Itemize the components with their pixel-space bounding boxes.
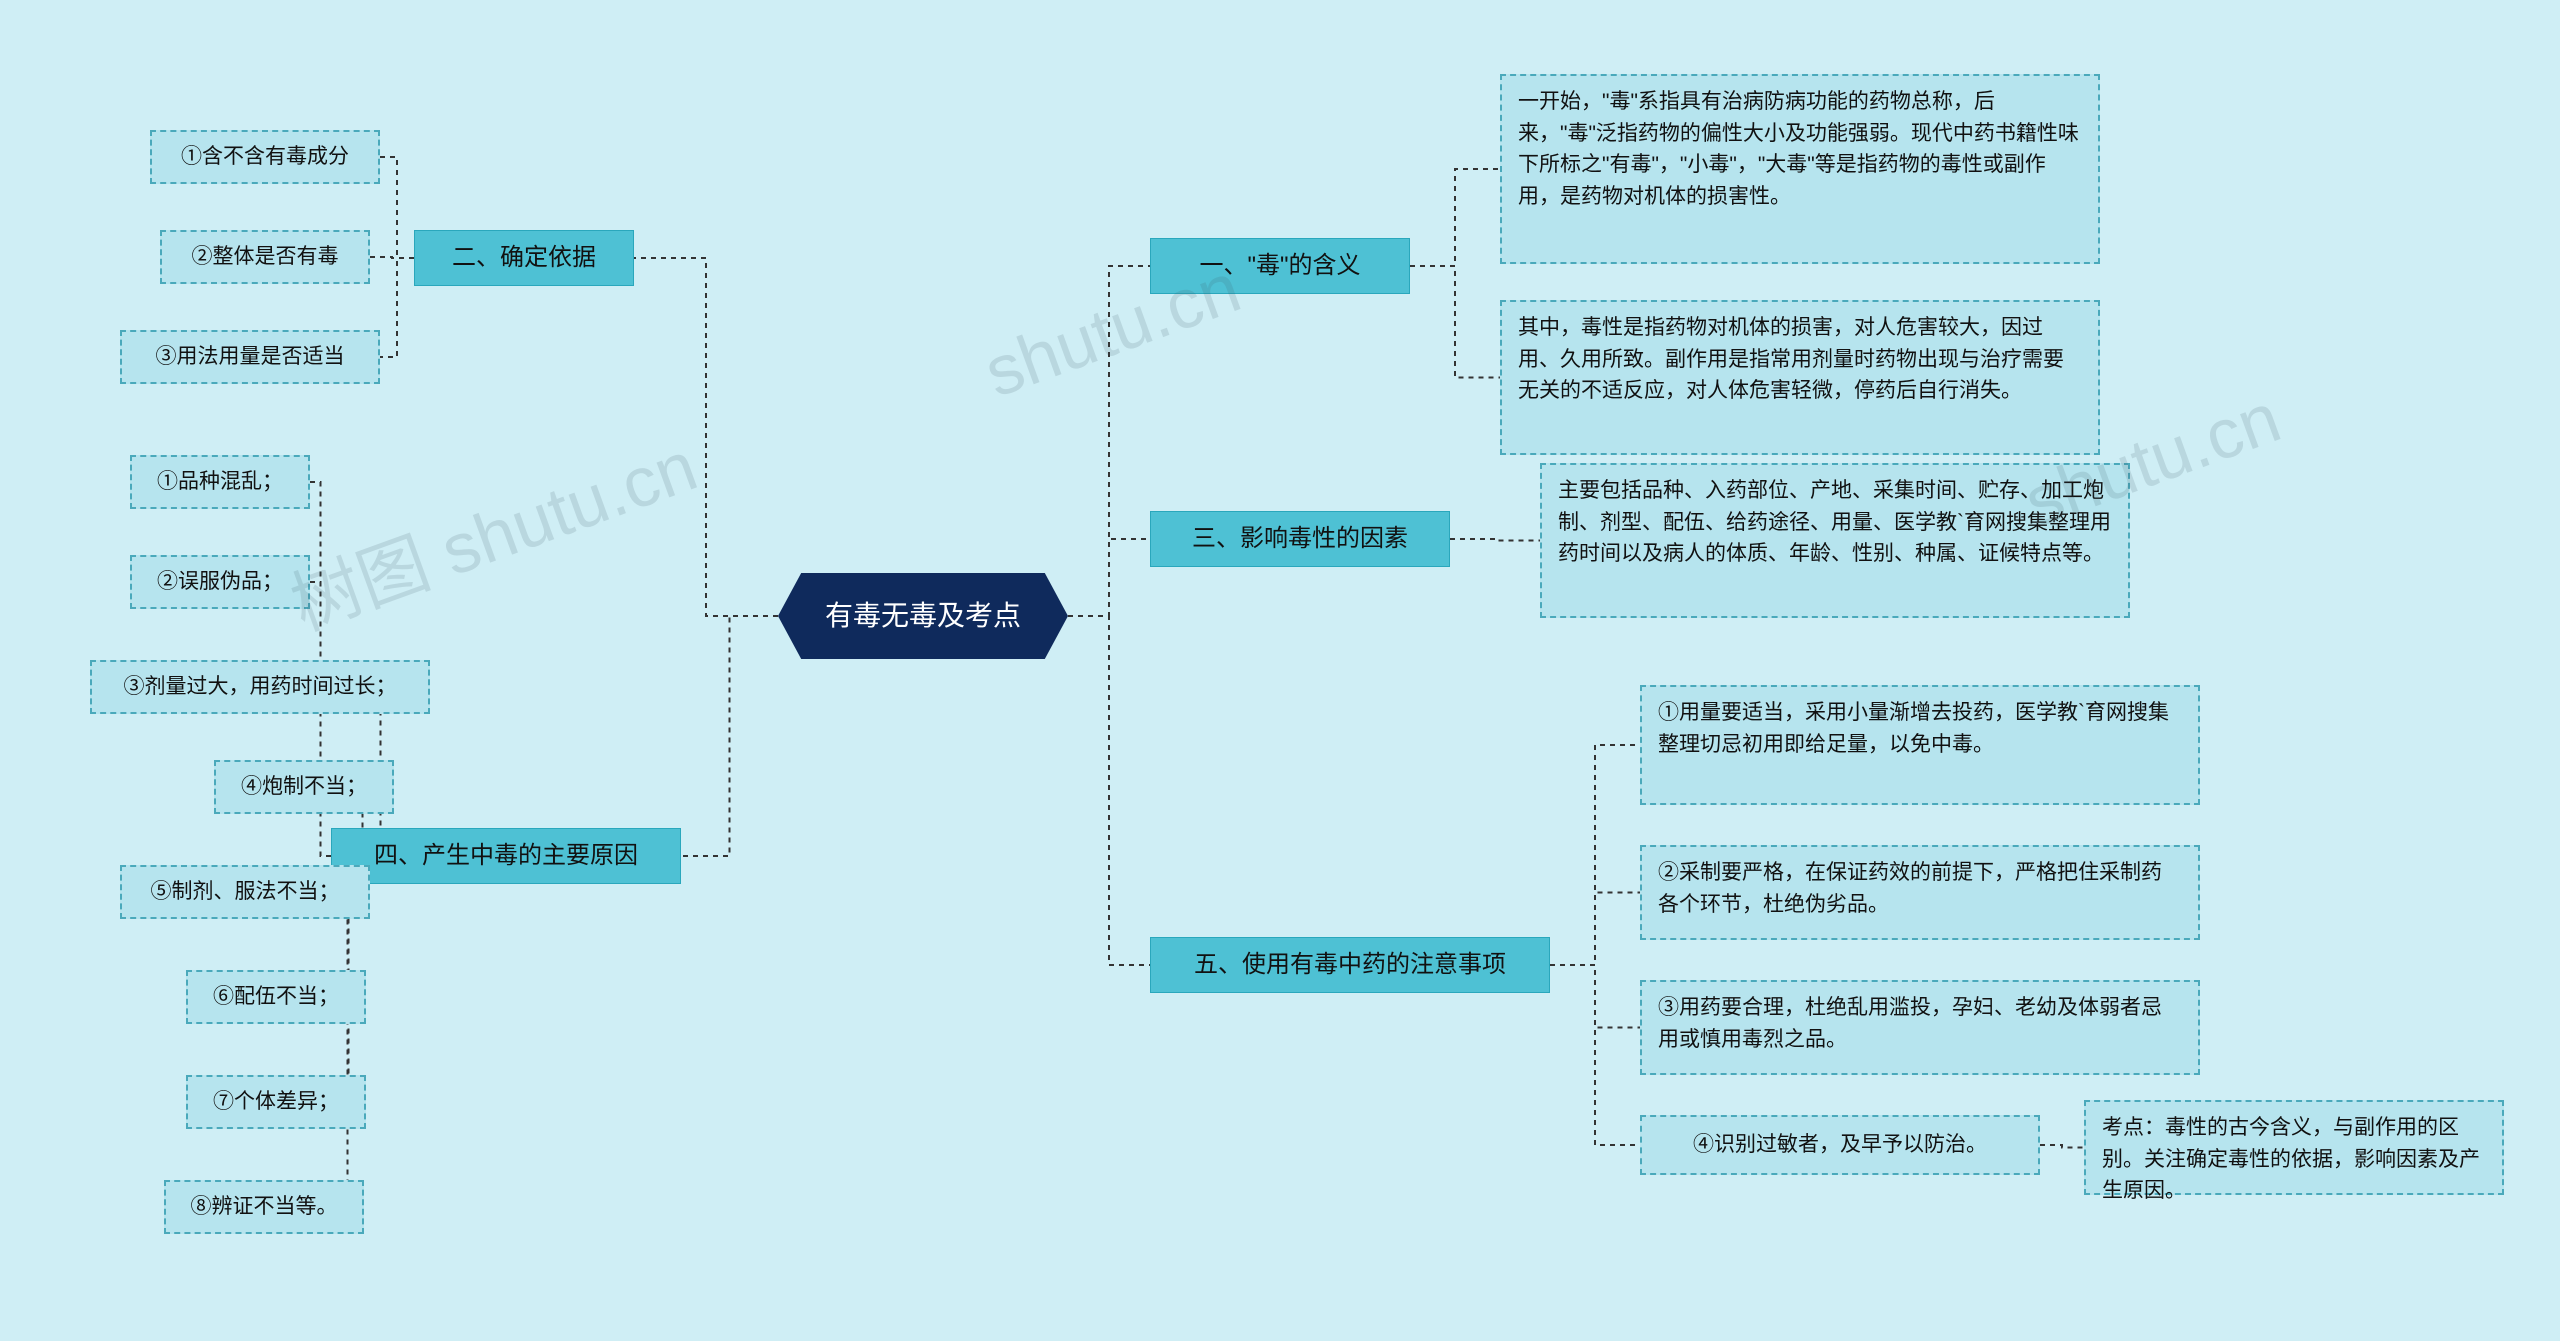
leaf-b5-3[interactable]: ③用药要合理，杜绝乱用滥投，孕妇、老幼及体弱者忌用或慎用毒烈之品。 [1640,980,2200,1075]
branch-2-determine-basis[interactable]: 二、确定依据 [414,230,634,286]
leaf-b4-5[interactable]: ⑤制剂、服法不当； [120,865,370,919]
leaf-b2-3[interactable]: ③用法用量是否适当 [120,330,380,384]
leaf-b5-2[interactable]: ②采制要严格，在保证药效的前提下，严格把住采制药各个环节，杜绝伪劣品。 [1640,845,2200,940]
branch-3-factors[interactable]: 三、影响毒性的因素 [1150,511,1450,567]
leaf-b1-1[interactable]: 一开始，"毒"系指具有治病防病功能的药物总称，后来，"毒"泛指药物的偏性大小及功… [1500,74,2100,264]
leaf-b4-6[interactable]: ⑥配伍不当； [186,970,366,1024]
leaf-b5-4-1[interactable]: 考点：毒性的古今含义，与副作用的区别。关注确定毒性的依据，影响因素及产生原因。 [2084,1100,2504,1195]
leaf-b4-8[interactable]: ⑧辨证不当等。 [164,1180,364,1234]
leaf-b4-1[interactable]: ①品种混乱； [130,455,310,509]
branch-4-causes[interactable]: 四、产生中毒的主要原因 [331,828,681,884]
root-node[interactable]: 有毒无毒及考点 [778,573,1068,659]
leaf-b5-1[interactable]: ①用量要适当，采用小量渐增去投药，医学教`育网搜集整理切忌初用即给足量，以免中毒… [1640,685,2200,805]
branch-5-precautions[interactable]: 五、使用有毒中药的注意事项 [1150,937,1550,993]
leaf-b3-1[interactable]: 主要包括品种、入药部位、产地、采集时间、贮存、加工炮制、剂型、配伍、给药途径、用… [1540,463,2130,618]
leaf-b4-3[interactable]: ③剂量过大，用药时间过长； [90,660,430,714]
leaf-b2-1[interactable]: ①含不含有毒成分 [150,130,380,184]
leaf-b4-7[interactable]: ⑦个体差异； [186,1075,366,1129]
leaf-b2-2[interactable]: ②整体是否有毒 [160,230,370,284]
leaf-b1-2[interactable]: 其中，毒性是指药物对机体的损害，对人危害较大，因过用、久用所致。副作用是指常用剂… [1500,300,2100,455]
leaf-b4-4[interactable]: ④炮制不当； [214,760,394,814]
leaf-b5-4[interactable]: ④识别过敏者，及早予以防治。 [1640,1115,2040,1175]
watermark-1: 树图 shutu.cn [276,411,709,651]
branch-1-meaning-of-du[interactable]: 一、"毒"的含义 [1150,238,1410,294]
leaf-b4-2[interactable]: ②误服伪品； [130,555,310,609]
